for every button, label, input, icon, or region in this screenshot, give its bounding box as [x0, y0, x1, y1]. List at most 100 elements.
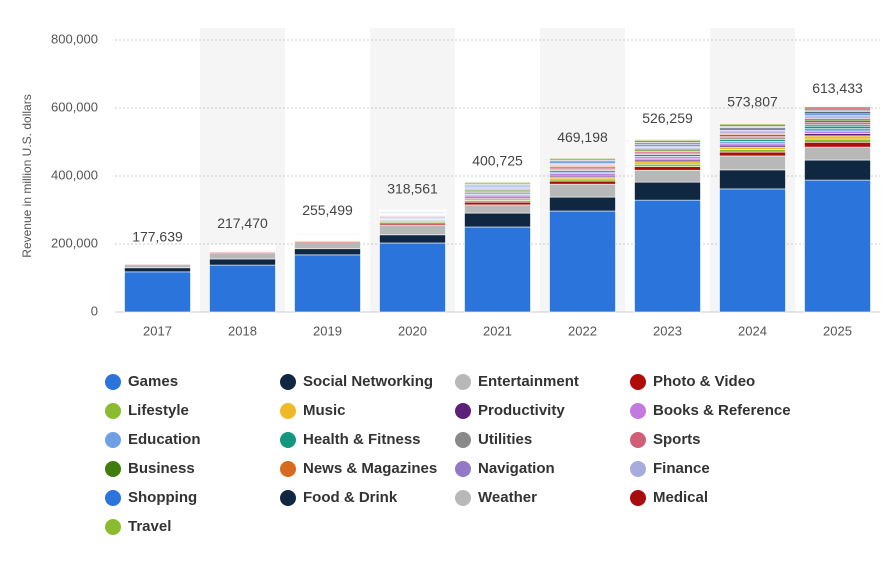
bar-segment [804, 146, 871, 161]
x-tick-label: 2025 [823, 323, 852, 338]
bar-segment [379, 224, 446, 236]
bar-segment [209, 252, 276, 260]
legend-label: Photo & Video [653, 373, 755, 390]
legend-swatch [280, 490, 296, 506]
bar-segment [804, 119, 871, 123]
bar-segment [209, 258, 276, 266]
bar-segment [804, 159, 871, 181]
bar-segment [549, 157, 616, 159]
legend-label: Weather [478, 489, 537, 506]
x-tick-label: 2020 [398, 323, 427, 338]
legend-swatch [105, 403, 121, 419]
bar-segment [804, 125, 871, 129]
bar-segment [804, 128, 871, 132]
bar-segment [549, 210, 616, 313]
x-tick-label: 2024 [738, 323, 767, 338]
bar-segment [379, 242, 446, 313]
bar-segment [379, 234, 446, 244]
legend-label: Productivity [478, 402, 565, 419]
bar-segment [804, 123, 871, 127]
y-tick-label: 600,000 [51, 99, 98, 114]
legend-label: Health & Fitness [303, 431, 421, 448]
legend-swatch [630, 461, 646, 477]
bar-segment [464, 226, 531, 313]
legend-swatch [630, 432, 646, 448]
x-tick-label: 2018 [228, 323, 257, 338]
y-tick-label: 0 [91, 303, 98, 318]
bar-segment [804, 135, 871, 140]
x-tick-label: 2021 [483, 323, 512, 338]
legend-label: Books & Reference [653, 402, 791, 419]
bar-segment [634, 166, 701, 171]
total-label: 318,561 [387, 180, 438, 196]
legend-swatch [630, 490, 646, 506]
bar-segment [719, 123, 786, 126]
bar-segment [464, 212, 531, 228]
y-tick-label: 800,000 [51, 31, 98, 46]
bar-segment [379, 209, 446, 211]
legend-label: Social Networking [303, 373, 433, 390]
legend-label: Navigation [478, 460, 555, 477]
bar-segment [804, 112, 871, 116]
legend-label: Education [128, 431, 201, 448]
legend-label: Sports [653, 431, 701, 448]
x-tick-label: 2019 [313, 323, 342, 338]
legend-swatch [455, 490, 471, 506]
legend-label: Travel [128, 518, 171, 535]
bar-segment [634, 181, 701, 201]
legend-swatch [630, 403, 646, 419]
bar-segment [719, 151, 786, 157]
bar-segment [549, 196, 616, 212]
bar-segment [464, 204, 531, 214]
legend-label: Lifestyle [128, 402, 189, 419]
bar-segment [209, 264, 276, 313]
legend-label: Music [303, 402, 346, 419]
bar-segment [549, 180, 616, 185]
total-label: 255,499 [302, 202, 353, 218]
bar-segment [549, 183, 616, 198]
bar-segment [124, 264, 191, 269]
bar-segment [634, 199, 701, 313]
bar-segment [634, 139, 701, 142]
y-tick-label: 400,000 [51, 167, 98, 182]
legend-swatch [105, 519, 121, 535]
legend-swatch [455, 461, 471, 477]
legend-swatch [105, 432, 121, 448]
legend-swatch [455, 432, 471, 448]
legend-label: Utilities [478, 431, 532, 448]
bar-segment [719, 188, 786, 313]
bar-segment [804, 179, 871, 313]
bar-segment [804, 130, 871, 134]
bar-segment [719, 169, 786, 190]
bar-segment [294, 248, 361, 256]
legend-swatch [280, 374, 296, 390]
legend-label: Entertainment [478, 373, 579, 390]
total-label: 400,725 [472, 152, 523, 168]
legend-label: Food & Drink [303, 489, 398, 506]
legend-swatch [105, 461, 121, 477]
legend-swatch [280, 403, 296, 419]
bar-segment [804, 114, 871, 118]
legend-swatch [280, 432, 296, 448]
bar-segment [124, 267, 191, 273]
legend-swatch [105, 374, 121, 390]
bar-segment [719, 149, 786, 153]
x-tick-label: 2017 [143, 323, 172, 338]
legend-swatch [630, 374, 646, 390]
bar-segment [804, 121, 871, 125]
bar-segment [294, 242, 361, 250]
total-label: 217,470 [217, 215, 268, 231]
x-tick-label: 2022 [568, 323, 597, 338]
bar-segment [464, 201, 531, 206]
total-label: 613,433 [812, 80, 863, 96]
bar-segment [719, 146, 786, 150]
bar-segment [634, 163, 701, 167]
bar-segment [549, 178, 616, 182]
legend-swatch [455, 374, 471, 390]
legend-label: Shopping [128, 489, 197, 506]
bar-segment [294, 254, 361, 313]
legend-label: News & Magazines [303, 460, 437, 477]
legend-swatch [455, 403, 471, 419]
bar-segment [464, 181, 531, 183]
